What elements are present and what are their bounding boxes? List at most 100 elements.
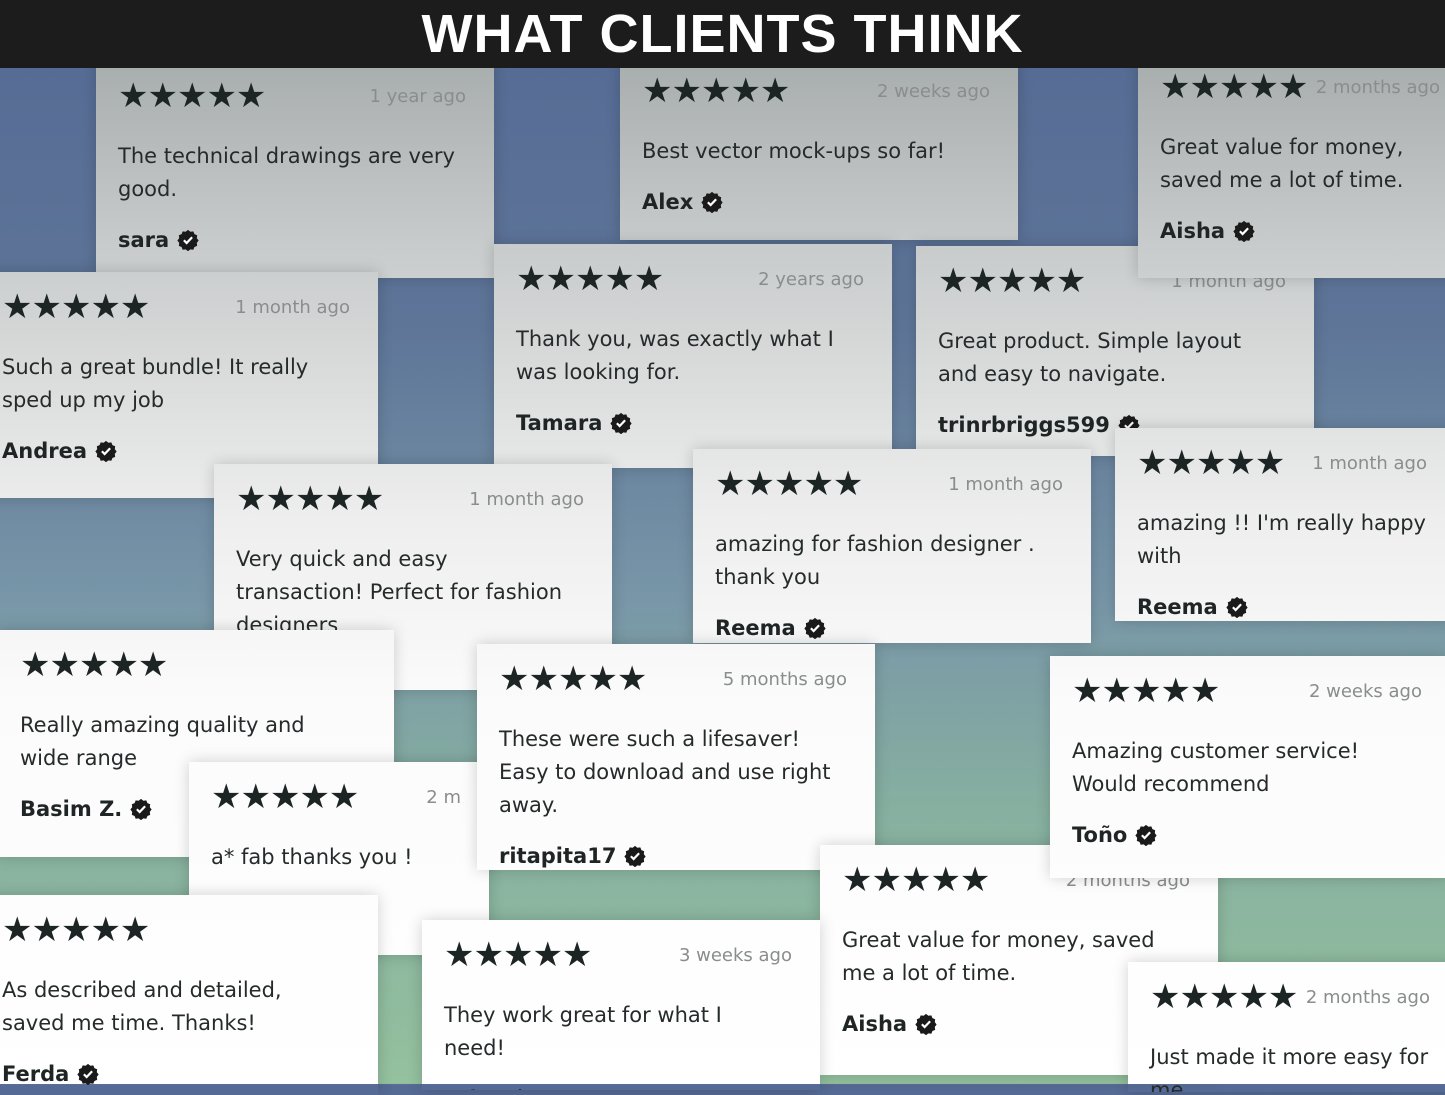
review-text: The technical drawings are very good. — [118, 144, 455, 201]
verified-badge-icon — [177, 229, 199, 252]
verified-badge-icon — [77, 1063, 99, 1086]
reviewer-name: Aisha — [842, 1012, 908, 1036]
review-header: ★★★★★ 2 months ago — [1160, 67, 1440, 107]
review-text: Thank you, was exactly what I was lookin… — [516, 327, 834, 384]
review-header: ★★★★★ 2 m — [211, 777, 461, 817]
review-text: amazing for fashion designer . thank you — [715, 532, 1035, 589]
reviewer-name: sara — [118, 228, 170, 252]
review-card: ★★★★★ 2 months ago Great value for money… — [820, 845, 1218, 1075]
review-date: 1 month ago — [469, 488, 584, 510]
star-rating-icon: ★★★★★ — [842, 860, 990, 900]
review-text: Great value for money, saved me a lot of… — [842, 928, 1155, 985]
star-rating-icon: ★★★★★ — [20, 645, 168, 685]
review-text: Amazing customer service! Would recommen… — [1072, 739, 1360, 796]
review-text: Great value for money, saved me a lot of… — [1160, 135, 1404, 192]
verified-badge-icon — [95, 440, 117, 463]
reviewer-name: Alex — [642, 190, 694, 214]
review-header: ★★★★★ 2 months ago — [842, 860, 1190, 900]
review-text: Just made it more easy for me — [1150, 1045, 1429, 1092]
reviewer: Aisha — [1160, 219, 1440, 243]
star-rating-icon: ★★★★★ — [516, 259, 664, 299]
review-text: Great product. Simple layout and easy to… — [938, 329, 1242, 386]
header-banner: WHAT CLIENTS THINK — [0, 0, 1445, 68]
review-card: ★★★★★ 1 month ago amazing !! I'm really … — [1115, 428, 1445, 621]
reviewer: Tyler — [444, 1087, 792, 1090]
review-card: ★★★★★ 2 weeks ago Amazing customer servi… — [1050, 656, 1445, 878]
star-rating-icon: ★★★★★ — [2, 910, 150, 950]
review-header: ★★★★★ — [20, 645, 366, 685]
reviewer-name: Toño — [1072, 823, 1128, 847]
reviewer: Andrea — [2, 439, 350, 463]
review-card: ★★★★★ 1 year ago The technical drawings … — [96, 61, 494, 278]
review-header: ★★★★★ 1 month ago — [2, 287, 350, 327]
review-header: ★★★★★ 2 months ago — [1150, 977, 1430, 1017]
review-card: ★★★★★ 2 weeks ago Best vector mock-ups s… — [620, 56, 1018, 240]
review-text: Really amazing quality and wide range — [20, 713, 305, 770]
review-card: ★★★★★ 1 month ago Great product. Simple … — [916, 246, 1314, 456]
review-header: ★★★★★ 5 months ago — [499, 659, 847, 699]
review-text: a* fab thanks you ! — [211, 845, 413, 869]
review-text: Best vector mock-ups so far! — [642, 139, 946, 163]
reviewer-name: Tyler — [444, 1087, 501, 1090]
review-card: ★★★★★ 1 month ago Such a great bundle! I… — [0, 272, 378, 498]
reviewer-name: Ferda — [2, 1062, 70, 1086]
reviewer: Aisha — [842, 1012, 1190, 1036]
review-text: They work great for what I need! — [444, 1003, 722, 1060]
review-card: ★★★★★ As described and detailed, saved m… — [0, 895, 378, 1095]
review-date: 2 months ago — [1305, 986, 1430, 1008]
review-header: ★★★★★ 1 year ago — [118, 76, 466, 116]
review-card: ★★★★★ 2 months ago Just made it more eas… — [1128, 962, 1445, 1092]
verified-badge-icon — [1226, 596, 1248, 619]
star-rating-icon: ★★★★★ — [236, 479, 384, 519]
review-header: ★★★★★ 1 month ago — [715, 464, 1063, 504]
review-card: ★★★★★ 1 month ago amazing for fashion de… — [693, 449, 1091, 643]
star-rating-icon: ★★★★★ — [499, 659, 647, 699]
reviewer-name: Aisha — [1160, 219, 1226, 243]
review-text: As described and detailed, saved me time… — [2, 978, 282, 1035]
review-header: ★★★★★ 1 month ago — [1137, 443, 1427, 483]
review-header: ★★★★★ 2 years ago — [516, 259, 864, 299]
review-text: Such a great bundle! It really sped up m… — [2, 355, 309, 412]
review-date: 1 year ago — [369, 85, 466, 107]
review-card: ★★★★★ 1 month ago Very quick and easy tr… — [214, 464, 612, 690]
verified-badge-icon — [1135, 824, 1157, 847]
review-card: ★★★★★ 2 months ago Great value for money… — [1138, 52, 1445, 278]
review-header: ★★★★★ 2 weeks ago — [1072, 671, 1422, 711]
reviewer-name: Basim Z. — [20, 797, 123, 821]
reviewer: Ferda — [2, 1062, 350, 1086]
star-rating-icon: ★★★★★ — [118, 76, 266, 116]
review-date: 1 month ago — [1312, 452, 1427, 474]
review-card: ★★★★★ 3 weeks ago They work great for wh… — [422, 920, 820, 1090]
verified-badge-icon — [610, 412, 633, 435]
reviewer: Tamara — [516, 411, 864, 435]
verified-badge-icon — [509, 1088, 531, 1090]
star-rating-icon: ★★★★★ — [211, 777, 359, 817]
star-rating-icon: ★★★★★ — [715, 464, 863, 504]
review-date: 2 weeks ago — [876, 80, 990, 102]
verified-badge-icon — [804, 617, 826, 640]
review-date: 2 weeks ago — [1308, 680, 1422, 702]
star-rating-icon: ★★★★★ — [1072, 671, 1220, 711]
reviewer-name: Tamara — [516, 411, 603, 435]
review-text: amazing !! I'm really happy with — [1137, 511, 1426, 568]
star-rating-icon: ★★★★★ — [1137, 443, 1285, 483]
reviewer-name: trinrbriggs599 — [938, 413, 1110, 437]
review-date: 2 m — [426, 786, 461, 808]
reviewer-name: ritapita17 — [499, 844, 617, 868]
star-rating-icon: ★★★★★ — [642, 71, 790, 111]
verified-badge-icon — [624, 845, 647, 868]
review-card: ★★★★★ Really amazing quality and wide ra… — [0, 630, 394, 857]
page-title: WHAT CLIENTS THINK — [421, 4, 1024, 64]
verified-badge-icon — [130, 798, 152, 821]
review-date: 2 years ago — [758, 268, 864, 290]
reviewer: Reema — [715, 616, 1063, 640]
review-header: ★★★★★ 2 weeks ago — [642, 71, 990, 111]
reviewer-name: Andrea — [2, 439, 88, 463]
star-rating-icon: ★★★★★ — [1150, 977, 1298, 1017]
review-header: ★★★★★ 1 month ago — [236, 479, 584, 519]
review-text: Very quick and easy transaction! Perfect… — [236, 547, 563, 637]
review-date: 1 month ago — [235, 296, 350, 318]
reviewer-name: Reema — [715, 616, 796, 640]
verified-badge-icon — [1233, 220, 1255, 243]
verified-badge-icon — [701, 191, 723, 214]
